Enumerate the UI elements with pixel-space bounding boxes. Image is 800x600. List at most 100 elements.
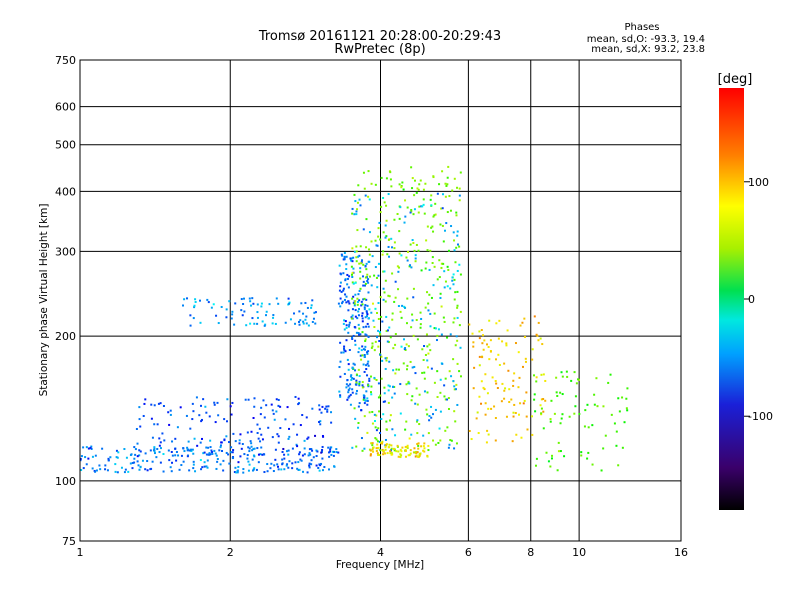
data-point: [253, 455, 256, 458]
data-point: [342, 272, 345, 275]
data-point: [323, 465, 326, 468]
colorbar-tick-label: 0: [748, 293, 755, 306]
data-point: [171, 440, 174, 443]
data-point: [384, 400, 387, 403]
y-axis-label: Stationary phase Virtual Height [km]: [38, 204, 50, 397]
data-point: [321, 445, 324, 448]
data-point: [390, 451, 393, 454]
data-point: [368, 248, 371, 251]
data-point: [193, 437, 196, 440]
data-point: [115, 449, 118, 452]
data-point: [347, 396, 350, 399]
data-point: [144, 398, 147, 401]
data-point: [136, 455, 139, 458]
data-point: [288, 460, 291, 463]
data-point: [316, 450, 319, 453]
data-point: [279, 427, 282, 430]
data-point: [363, 354, 366, 357]
data-point: [402, 188, 405, 191]
data-point: [429, 349, 432, 352]
data-point: [424, 267, 427, 270]
data-point: [325, 405, 328, 408]
data-point: [455, 211, 458, 214]
data-point: [360, 349, 363, 352]
data-point: [319, 420, 322, 423]
data-point: [563, 455, 566, 458]
data-point: [387, 341, 390, 344]
chart-title: Tromsø 20161121 20:28:00-20:29:43: [258, 29, 501, 44]
data-point: [428, 343, 431, 346]
data-point: [361, 303, 364, 306]
data-point: [387, 389, 390, 392]
data-point: [203, 465, 206, 468]
data-point: [443, 286, 446, 289]
data-point: [253, 405, 256, 408]
data-point: [424, 182, 427, 185]
data-point: [138, 406, 141, 409]
data-point: [261, 438, 264, 441]
data-point: [169, 409, 172, 412]
data-point: [171, 461, 174, 464]
data-point: [99, 468, 102, 471]
data-point: [367, 335, 370, 338]
data-point: [444, 429, 447, 432]
data-point: [417, 447, 420, 450]
data-point: [386, 340, 389, 343]
data-point: [382, 231, 385, 234]
data-point: [560, 371, 563, 374]
data-point: [328, 468, 331, 471]
data-point: [360, 358, 363, 361]
data-point: [348, 387, 351, 390]
data-point: [354, 383, 357, 386]
chart-subtitle: RwPretec (8p): [334, 42, 425, 57]
data-point: [153, 446, 156, 449]
data-point: [385, 219, 388, 222]
data-point: [364, 345, 367, 348]
data-point: [377, 227, 380, 230]
data-point: [377, 329, 380, 332]
data-point: [373, 326, 376, 329]
data-point: [359, 270, 362, 273]
data-point: [358, 375, 361, 378]
data-point: [271, 436, 274, 439]
data-point: [425, 408, 428, 411]
data-point: [391, 246, 394, 249]
data-point: [362, 326, 365, 329]
data-point: [382, 270, 385, 273]
data-point: [247, 469, 250, 472]
data-point: [307, 324, 310, 327]
data-point: [415, 243, 418, 246]
data-point: [440, 262, 443, 265]
data-point: [379, 449, 382, 452]
data-point: [238, 442, 241, 445]
data-point: [222, 469, 225, 472]
data-point: [442, 240, 445, 243]
data-point: [299, 319, 302, 322]
data-point: [454, 261, 457, 264]
data-point: [303, 447, 306, 450]
data-point: [338, 366, 341, 369]
data-point: [368, 411, 371, 414]
data-point: [350, 265, 353, 268]
data-point: [396, 265, 399, 268]
data-point: [387, 401, 390, 404]
data-point: [234, 302, 237, 305]
data-point: [370, 240, 373, 243]
data-point: [153, 423, 156, 426]
data-point: [441, 170, 444, 173]
data-point: [407, 454, 410, 457]
data-point: [199, 404, 202, 407]
data-point: [382, 196, 385, 199]
data-point: [129, 462, 132, 465]
data-point: [455, 214, 458, 217]
data-point: [555, 376, 558, 379]
data-point: [314, 434, 317, 437]
data-point: [382, 250, 385, 253]
data-point: [263, 416, 266, 419]
data-point: [337, 451, 340, 454]
data-point: [573, 412, 576, 415]
data-point: [294, 461, 297, 464]
data-point: [358, 299, 361, 302]
data-point: [404, 445, 407, 448]
data-point: [345, 324, 348, 327]
